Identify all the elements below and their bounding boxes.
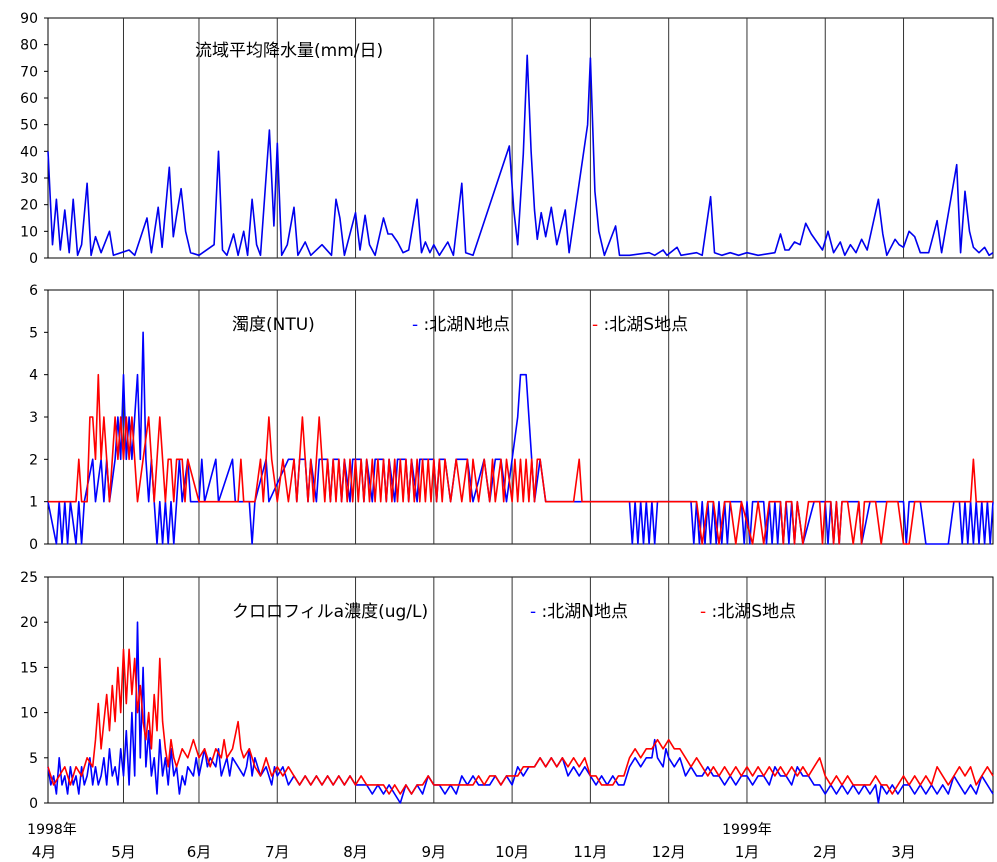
x-tick-label: 5月 — [111, 843, 136, 861]
y-tick-label: 0 — [29, 537, 38, 553]
panel-frame — [47, 17, 994, 259]
panel-frame — [47, 576, 994, 804]
x-tick-label: 11月 — [573, 843, 607, 861]
legend-entry-2: - :北湖S地点 — [700, 602, 796, 622]
legend-entry-2: - :北湖S地点 — [592, 315, 688, 335]
year-label: 1999年 — [722, 822, 772, 838]
chart-panels: 0102030405060708090流域平均降水量(mm/日)0123456濁… — [20, 11, 994, 812]
x-tick-label: 4月 — [32, 843, 57, 861]
x-axis: 4月 5月 6月 7月 8月 9月 10月 11月 12月 1月 2月 3月 1998年 1999年 — [27, 822, 916, 861]
series-line-1 — [47, 331, 994, 545]
legend-swatch: - — [592, 315, 598, 335]
y-tick-label: 70 — [20, 64, 38, 80]
legend-label: :北湖N地点 — [536, 602, 628, 622]
panel-title: クロロフィルa濃度(ug/L) — [232, 602, 428, 622]
series-line-1 — [47, 54, 994, 257]
y-tick-label: 25 — [20, 570, 38, 586]
y-tick-label: 0 — [29, 796, 38, 812]
x-tick-label: 8月 — [343, 843, 368, 861]
legend-swatch: - — [530, 602, 536, 622]
y-tick-label: 30 — [20, 171, 38, 187]
legend-label: :北湖N地点 — [418, 315, 510, 335]
legend-swatch: - — [700, 602, 706, 622]
y-tick-label: 0 — [29, 251, 38, 267]
x-tick-label: 6月 — [187, 843, 212, 861]
x-tick-label: 1月 — [735, 843, 760, 861]
legend-entry-1: - :北湖N地点 — [412, 315, 510, 335]
y-tick-label: 2 — [29, 452, 38, 468]
y-tick-label: 6 — [29, 283, 38, 299]
panel-title: 流域平均降水量(mm/日) — [195, 41, 383, 61]
year-label: 1998年 — [27, 822, 77, 838]
y-tick-label: 5 — [29, 325, 38, 341]
x-tick-label: 9月 — [422, 843, 447, 861]
y-tick-label: 10 — [20, 224, 38, 240]
y-tick-label: 10 — [20, 706, 38, 722]
x-tick-label: 2月 — [813, 843, 838, 861]
y-tick-label: 50 — [20, 118, 38, 134]
y-tick-label: 90 — [20, 11, 38, 27]
series-line-1 — [47, 621, 994, 804]
panel-title: 濁度(NTU) — [232, 315, 315, 335]
y-tick-label: 60 — [20, 91, 38, 107]
series-line-2 — [48, 373, 993, 545]
x-tick-label: 10月 — [495, 843, 529, 861]
series-line-2 — [47, 648, 994, 795]
legend-label: :北湖S地点 — [598, 315, 688, 335]
panel-1: 0 10 20 30 40 50 60 70 80 90 流域平均降水量(mm/日) — [20, 11, 994, 267]
legend-entry-1: - :北湖N地点 — [530, 602, 628, 622]
y-tick-label: 80 — [20, 38, 38, 54]
y-tick-label: 3 — [29, 410, 38, 426]
x-tick-label: 12月 — [652, 843, 686, 861]
y-tick-label: 20 — [20, 615, 38, 631]
y-tick-label: 40 — [20, 144, 38, 160]
legend-label: :北湖S地点 — [706, 602, 796, 622]
y-tick-label: 5 — [29, 751, 38, 767]
legend-swatch: - — [412, 315, 418, 335]
y-tick-label: 15 — [20, 660, 38, 676]
x-tick-label: 3月 — [891, 843, 916, 861]
y-tick-label: 1 — [29, 495, 38, 511]
y-tick-label: 4 — [29, 368, 38, 384]
x-tick-label: 7月 — [265, 843, 290, 861]
panel-frame — [47, 289, 994, 545]
y-tick-label: 20 — [20, 198, 38, 214]
